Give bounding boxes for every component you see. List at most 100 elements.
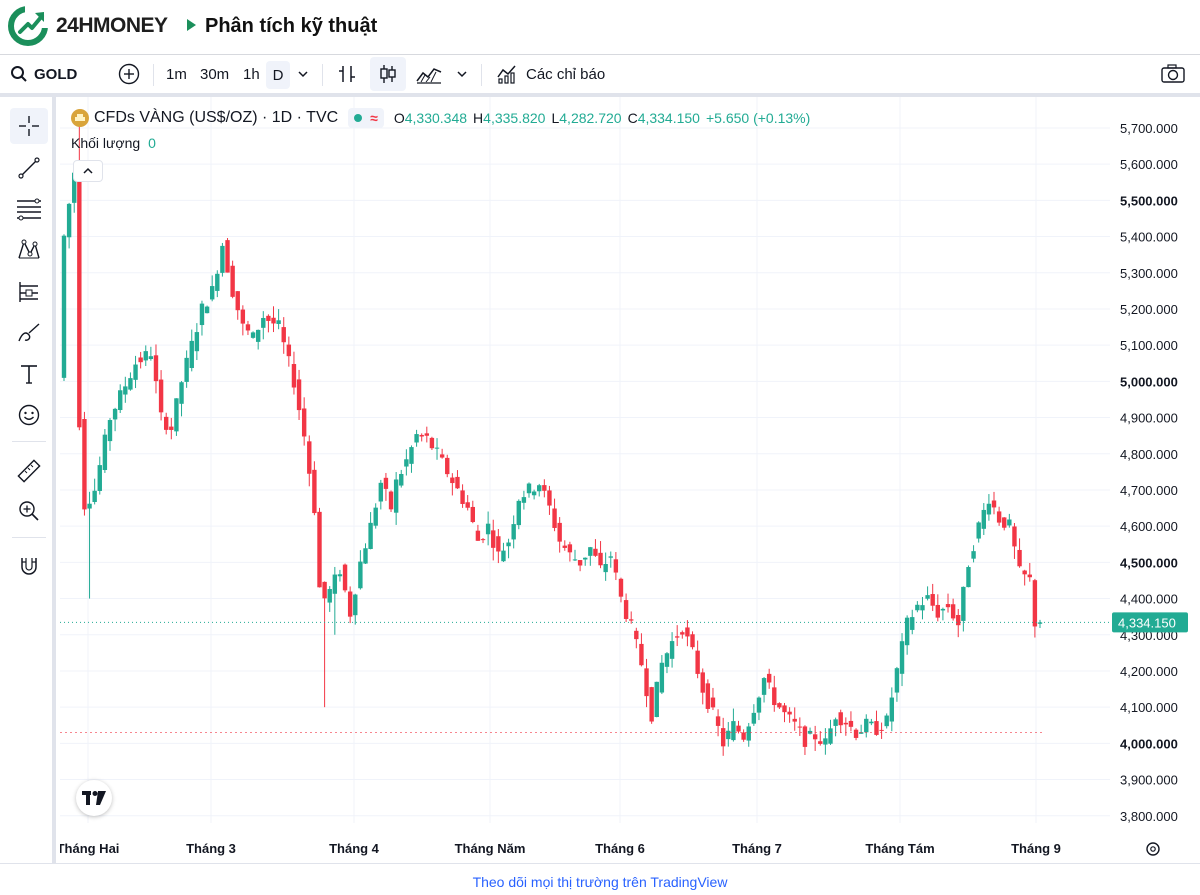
y-tick-label: 4,600.000: [1120, 519, 1178, 534]
volume-value: 0: [148, 135, 156, 151]
candle-body: [138, 357, 143, 363]
candle-body: [731, 721, 736, 741]
candle-body: [705, 683, 711, 709]
candle-body: [685, 627, 690, 637]
indicators-button[interactable]: Các chỉ báo: [496, 55, 605, 93]
candle-body: [450, 477, 455, 484]
prediction-tool-button[interactable]: [10, 274, 48, 310]
candle-body: [910, 617, 915, 630]
compare-symbol-button[interactable]: [118, 55, 140, 93]
interval-d-button[interactable]: D: [266, 61, 290, 89]
candle-body: [516, 500, 521, 526]
candle-body: [429, 437, 435, 449]
candle-body: [261, 317, 266, 328]
fib-tool-button[interactable]: [10, 191, 48, 227]
ruler-icon: [17, 459, 41, 483]
candle-body: [833, 719, 838, 726]
interval-30m-button[interactable]: 30m: [200, 65, 230, 83]
close-key: C: [627, 110, 638, 126]
pattern-tool-button[interactable]: [10, 232, 48, 268]
candles-chart-type-button[interactable]: [370, 57, 406, 91]
candle-body: [853, 729, 859, 738]
collapse-legend-button[interactable]: [73, 160, 103, 182]
x-tick-label: Tháng Năm: [455, 841, 526, 856]
interval-1m-button[interactable]: 1m: [166, 65, 187, 83]
candle-body: [603, 564, 608, 573]
trend-line-tool-button[interactable]: [10, 150, 48, 186]
candle-body: [634, 630, 639, 640]
candle-body: [332, 574, 338, 594]
x-tick-label: Tháng 6: [595, 841, 645, 856]
candle-body: [986, 503, 992, 515]
zoom-tool-button[interactable]: [10, 493, 48, 529]
text-tool-button[interactable]: [10, 356, 48, 392]
add-circle-icon: [118, 63, 140, 85]
candle-body: [189, 340, 194, 369]
bar-chart-type-button[interactable]: [336, 55, 358, 93]
candle-body: [766, 673, 772, 683]
x-tick-label: Tháng 4: [329, 841, 380, 856]
tools-divider: [12, 537, 46, 538]
chevron-down-icon: [457, 71, 467, 78]
brand-logo-icon[interactable]: [8, 6, 48, 46]
smiley-icon: [18, 404, 40, 426]
volume-label: Khối lượng: [71, 135, 141, 151]
candle-body: [77, 169, 82, 428]
candle-body: [460, 490, 465, 504]
candle-body: [572, 559, 578, 561]
brand-name[interactable]: 24HMONEY: [56, 14, 168, 37]
candle-body: [107, 420, 113, 442]
crosshair-icon: [19, 116, 39, 136]
symbol-search[interactable]: GOLD: [10, 55, 77, 93]
candle-body: [143, 351, 148, 361]
tradingview-logo-icon[interactable]: [76, 780, 112, 816]
candle-body: [128, 378, 133, 390]
chart-type-dropdown-button[interactable]: [455, 55, 469, 93]
candle-body: [644, 668, 649, 697]
magnet-tool-button[interactable]: [10, 548, 48, 584]
area-chart-type-button[interactable]: [415, 55, 443, 93]
candle-body: [296, 379, 302, 411]
candle-body: [255, 329, 261, 342]
candle-body: [664, 653, 670, 667]
candle-body: [1007, 519, 1012, 526]
candle-body: [1002, 517, 1007, 528]
x-tick-label: Tháng 9: [1011, 841, 1061, 856]
candle-body: [496, 536, 501, 552]
symbol-title[interactable]: CFDs VÀNG (US$/OZ) · 1D · TVC: [94, 109, 339, 126]
camera-icon: [1161, 64, 1185, 83]
interval-1h-button[interactable]: 1h: [243, 65, 260, 83]
candle-body: [782, 705, 787, 713]
candle-body: [976, 522, 981, 539]
brush-tool-button[interactable]: [10, 315, 48, 351]
candle-body: [613, 559, 619, 573]
y-tick-label: 4,800.000: [1120, 447, 1178, 462]
snapshot-button[interactable]: [1160, 55, 1186, 93]
y-tick-label: 4,900.000: [1120, 411, 1178, 426]
price-chart[interactable]: 5,700.000 5,600.000 5,500.000 5,400.000 5,30…: [60, 97, 1200, 863]
candle-body: [230, 265, 235, 297]
measure-tool-button[interactable]: [10, 453, 48, 489]
candle-body: [72, 172, 77, 203]
candle-body: [1027, 574, 1032, 578]
candle-body: [439, 454, 445, 458]
long-position-icon: [19, 282, 38, 302]
candle-body: [511, 524, 516, 540]
emoji-tool-button[interactable]: [10, 397, 48, 433]
y-tick-label: 5,400.000: [1120, 230, 1178, 245]
high-value: 4,335.820: [483, 110, 546, 126]
candle-body: [368, 522, 373, 549]
bars-icon: [339, 66, 355, 82]
candle-body: [649, 687, 654, 722]
volume-legend: Khối lượng 0: [71, 135, 156, 151]
interval-dropdown-button[interactable]: [296, 55, 310, 93]
candle-body: [746, 726, 751, 741]
tradingview-link[interactable]: Theo dõi mọi thị trường trên TradingView: [472, 874, 728, 890]
candle-body: [414, 434, 419, 443]
fib-retracement-icon: [17, 198, 41, 221]
candle-body: [235, 291, 240, 311]
candle-body: [475, 530, 481, 541]
candle-body: [194, 332, 200, 352]
crosshair-tool-button[interactable]: [10, 108, 48, 144]
ohlc-values: O4,330.348 H4,335.820 L4,282.720 C4,334.…: [394, 110, 810, 126]
